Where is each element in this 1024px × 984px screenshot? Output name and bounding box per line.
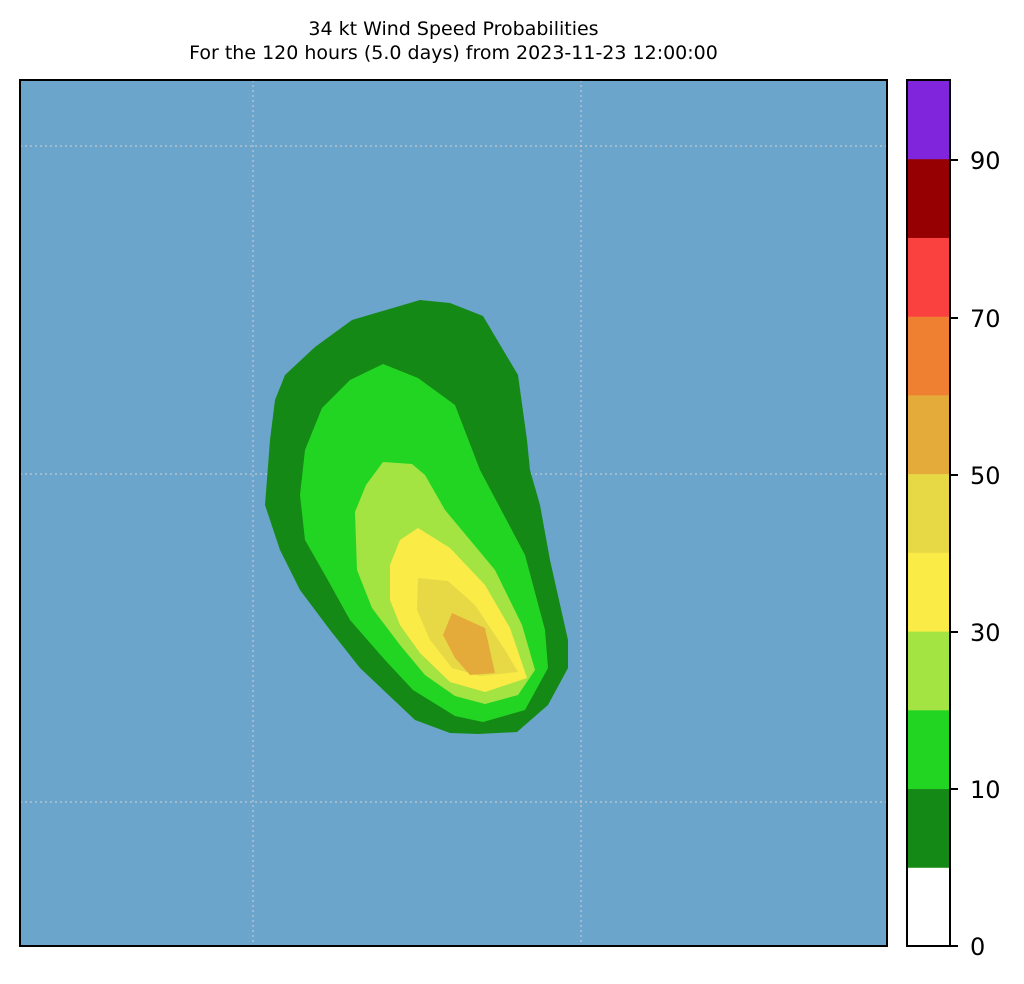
probability-contours: [265, 300, 568, 734]
colorbar-tick-label: 90: [970, 147, 1001, 175]
contour-60-70: [443, 613, 495, 675]
colorbar-tick-label: 70: [970, 305, 1001, 333]
map-frame: [19, 79, 888, 947]
colorbar-band: [907, 80, 950, 160]
colorbar-band: [907, 788, 950, 868]
colorbar-tick-label: 30: [970, 619, 1001, 647]
colorbar-tick-label: 0: [970, 933, 985, 961]
colorbar-band: [907, 394, 950, 475]
colorbar-band: [907, 158, 950, 238]
colorbar-band: [907, 316, 950, 396]
colorbar-frame: [906, 79, 951, 947]
title-line-2: For the 120 hours (5.0 days) from 2023-1…: [189, 42, 718, 64]
colorbar-tick-label: 50: [970, 462, 1001, 490]
colorbar-band: [907, 709, 950, 790]
colorbar-band: [907, 552, 950, 632]
colorbar-band: [907, 867, 950, 947]
gridlines: [20, 80, 887, 946]
colorbar: 0 10 30 50 70 90: [906, 79, 1001, 961]
colorbar-band: [907, 631, 950, 711]
colorbar-band: [907, 237, 950, 317]
colorbar-band: [907, 473, 950, 553]
colorbar-tick-label: 10: [970, 776, 1001, 804]
title-line-1: 34 kt Wind Speed Probabilities: [308, 18, 599, 40]
chart-title: 34 kt Wind Speed Probabilities For the 1…: [20, 17, 887, 65]
